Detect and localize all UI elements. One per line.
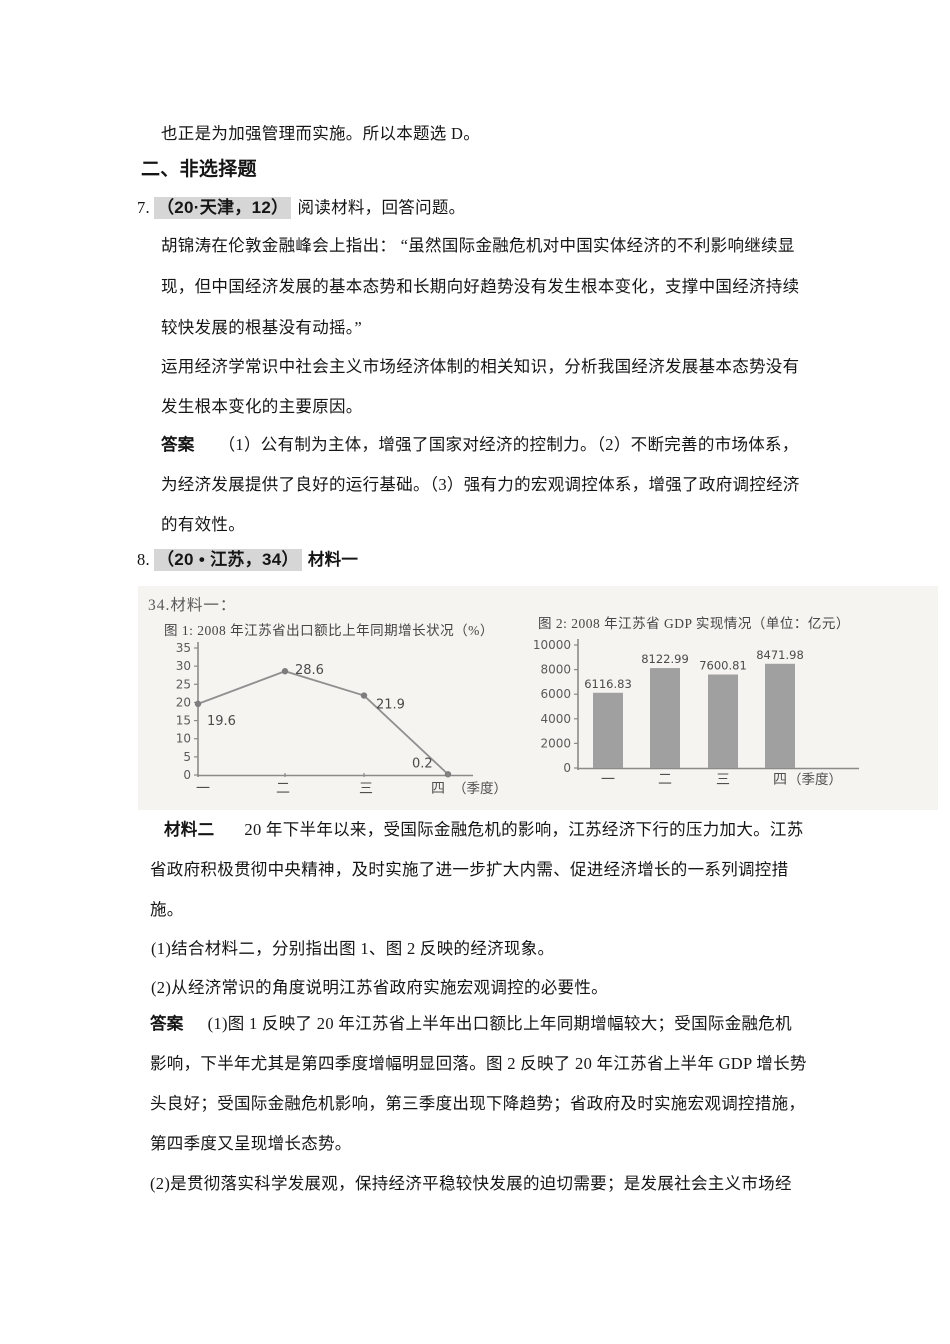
- figure2-title: 图 2: 2008 年江苏省 GDP 实现情况（单位：亿元）: [538, 616, 850, 631]
- svg-text:35: 35: [176, 641, 191, 655]
- q8-answer-line: 影响，下半年尤其是第四季度增幅明显回落。图 2 反映了 20 年江苏省上半年 G…: [150, 1054, 807, 1073]
- q8-answer-line: 第四季度又呈现增长态势。: [150, 1134, 352, 1153]
- svg-text:一: 一: [601, 772, 615, 788]
- svg-text:21.9: 21.9: [376, 698, 405, 713]
- svg-text:三: 三: [716, 772, 730, 788]
- q7-answer-line: 为经济发展提供了良好的运行基础。（3）强有力的宏观调控体系，增强了政府调控经济: [161, 475, 800, 494]
- svg-text:0.2: 0.2: [412, 756, 433, 771]
- svg-text:6116.83: 6116.83: [584, 677, 632, 691]
- q7-answer-line: 答案 （1）公有制为主体，增强了国家对经济的控制力。（2）不断完善的市场体系，: [161, 433, 799, 457]
- scan-heading: 34.材料一：: [148, 597, 237, 614]
- material2-paragraph-line: 材料二 20 年下半年以来，受国际金融危机的影响，江苏经济下行的压力加大。江苏: [150, 818, 804, 842]
- q7-answer-label: 答案: [161, 436, 195, 454]
- q7-lead: 阅读材料，回答问题。: [297, 198, 466, 217]
- svg-text:四: 四: [431, 781, 445, 797]
- figure2-bar-chart: 0 2000 4000 6000 8000 10000 6116.83 一 8122.99 二 76…: [533, 638, 859, 788]
- q8-answer-line: (2)是贯彻落实科学发展观，保持经济平稳较快发展的迫切需要；是发展社会主义市场经: [150, 1174, 792, 1193]
- svg-text:0: 0: [563, 761, 571, 775]
- section-heading: 二、非选择题: [141, 159, 257, 180]
- q7-number: 7.: [137, 198, 150, 217]
- svg-text:6000: 6000: [540, 687, 571, 701]
- svg-text:三: 三: [359, 781, 373, 797]
- svg-text:0: 0: [183, 768, 191, 782]
- q7-material-line: 较快发展的根基没有动摇。”: [161, 318, 362, 337]
- q8-answer-label: 答案: [150, 1015, 184, 1033]
- svg-text:二: 二: [658, 772, 672, 788]
- q8-question-line: (1)结合材料二，分别指出图 1、图 2 反映的经济现象。: [151, 939, 555, 958]
- material2-label: 材料二: [164, 821, 215, 839]
- svg-text:19.6: 19.6: [207, 714, 236, 729]
- svg-text:（季度）: （季度）: [453, 781, 507, 797]
- svg-text:30: 30: [176, 659, 191, 673]
- svg-text:7600.81: 7600.81: [699, 659, 747, 673]
- svg-text:二: 二: [276, 781, 290, 797]
- q7-material-line: 现，但中国经济发展的基本态势和长期向好趋势没有发生根本变化，支撑中国经济持续: [161, 277, 800, 296]
- q8-number: 8.: [137, 550, 150, 569]
- svg-text:28.6: 28.6: [295, 663, 324, 678]
- svg-text:8471.98: 8471.98: [756, 648, 804, 662]
- q7-answer-line: 的有效性。: [161, 515, 245, 534]
- figure1-line-chart: 0 5 10 15 20 25 30 35 19.6 28.6 21.9 0.2 一 二 三 四 （季度）: [176, 641, 507, 797]
- q8-answer-line: 头良好；受国际金融危机影响，第三季度出现下降趋势；省政府及时实施宏观调控措施，: [150, 1094, 806, 1113]
- figure1-title: 图 1: 2008 年江苏省出口额比上年同期增长状况（%）: [164, 623, 494, 638]
- scan-figure-material1: 34.材料一： 图 1: 2008 年江苏省出口额比上年同期增长状况（%） 图 …: [138, 586, 938, 810]
- q7-answer-text: （1）公有制为主体，增强了国家对经济的控制力。（2）不断完善的市场体系，: [218, 435, 799, 454]
- svg-text:一: 一: [196, 781, 210, 797]
- q7-task-line: 发生根本变化的主要原因。: [161, 397, 363, 416]
- svg-text:2000: 2000: [540, 736, 571, 750]
- q7-material-line: 胡锦涛在伦敦金融峰会上指出： “虽然国际金融危机对中国实体经济的不利影响继续显: [161, 236, 795, 255]
- material2-paragraph-line: 省政府积极贯彻中央精神，及时实施了进一步扩大内需、促进经济增长的一系列调控措: [150, 860, 789, 879]
- material2-text: 20 年下半年以来，受国际金融危机的影响，江苏经济下行的压力加大。江苏: [244, 820, 804, 839]
- q7-task-line: 运用经济学常识中社会主义市场经济体制的相关知识，分析我国经济发展基本态势没有: [161, 357, 800, 376]
- svg-text:20: 20: [176, 695, 191, 709]
- svg-text:8000: 8000: [540, 663, 571, 677]
- q7-source-tag: （20·天津，12）: [153, 197, 292, 219]
- svg-text:8122.99: 8122.99: [641, 652, 689, 666]
- q8-question-line: (2)从经济常识的角度说明江苏省政府实施宏观调控的必要性。: [151, 978, 608, 997]
- svg-text:15: 15: [176, 714, 191, 728]
- material2-paragraph-line: 施。: [150, 900, 184, 919]
- svg-text:10000: 10000: [533, 638, 571, 652]
- svg-text:（季度）: （季度）: [788, 772, 842, 788]
- question-8-lead-line: 8. （20 • 江苏，34） 材料一: [137, 548, 358, 572]
- q8-answer-line: 答案 (1)图 1 反映了 20 年江苏省上半年出口额比上年同期增幅较大；受国际金…: [150, 1012, 792, 1036]
- intro-line: 也正是为加强管理而实施。所以本题选 D。: [161, 124, 481, 143]
- svg-text:10: 10: [176, 732, 191, 746]
- question-7-lead-line: 7. （20·天津，12） 阅读材料，回答问题。: [137, 196, 465, 219]
- q8-answer-text: (1)图 1 反映了 20 年江苏省上半年出口额比上年同期增幅较大；受国际金融危…: [207, 1014, 792, 1033]
- q8-source-tag: （20 • 江苏，34）: [153, 549, 302, 571]
- q8-lead: 材料一: [307, 551, 359, 569]
- svg-text:4000: 4000: [540, 712, 571, 726]
- svg-text:四: 四: [773, 772, 787, 788]
- svg-text:25: 25: [176, 677, 191, 691]
- svg-text:5: 5: [183, 750, 191, 764]
